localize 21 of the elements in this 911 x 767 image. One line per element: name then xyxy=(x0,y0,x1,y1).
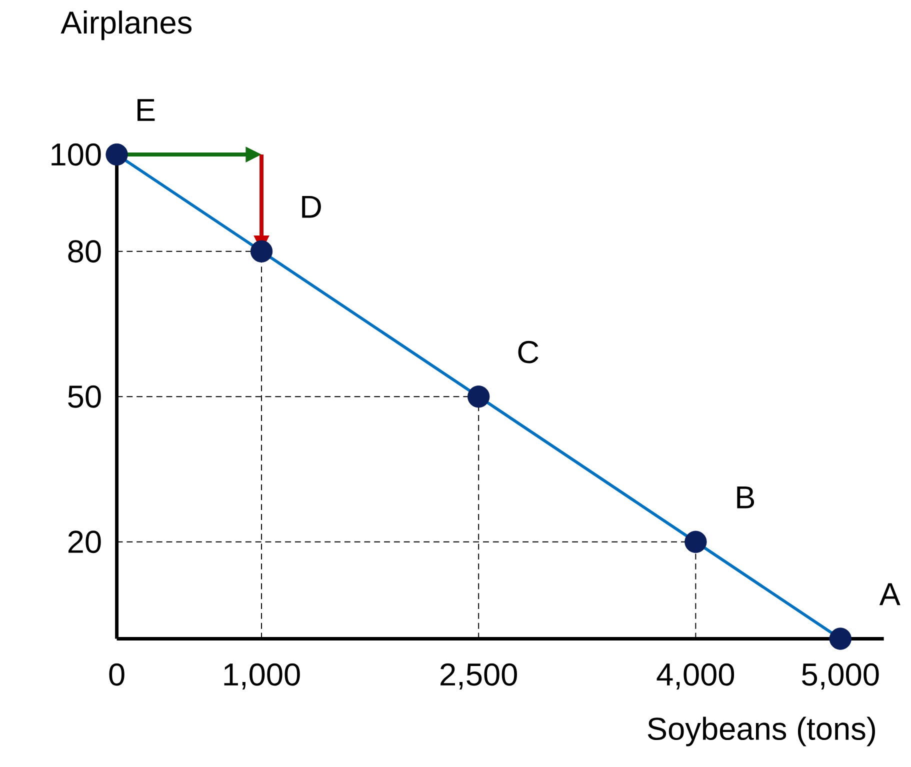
annotation: D xyxy=(302,196,321,218)
point xyxy=(250,240,273,262)
x-axis-title: Soybeans (tons) xyxy=(648,716,876,746)
y-tick-label: 50 xyxy=(68,385,101,408)
annotation: C xyxy=(518,340,538,364)
y-tick-label: 100 xyxy=(52,143,101,166)
y-axis-title: Airplanes xyxy=(60,10,192,40)
y-tick-label: 20 xyxy=(68,530,101,553)
x-tick-label: 4,000 xyxy=(656,663,734,690)
point xyxy=(106,143,128,166)
point xyxy=(829,627,852,650)
annotation: B xyxy=(737,486,754,508)
x-tick-label: 0 xyxy=(109,663,124,686)
y-tick-label: 80 xyxy=(68,240,101,262)
point xyxy=(468,385,490,408)
point xyxy=(684,530,707,553)
x-tick-label: 2,500 xyxy=(440,663,517,690)
x-tick-label: 5,000 xyxy=(802,663,879,690)
annotation: E xyxy=(138,98,155,121)
x-tick-label: 1,000 xyxy=(224,663,300,690)
annotation: A xyxy=(879,583,900,605)
